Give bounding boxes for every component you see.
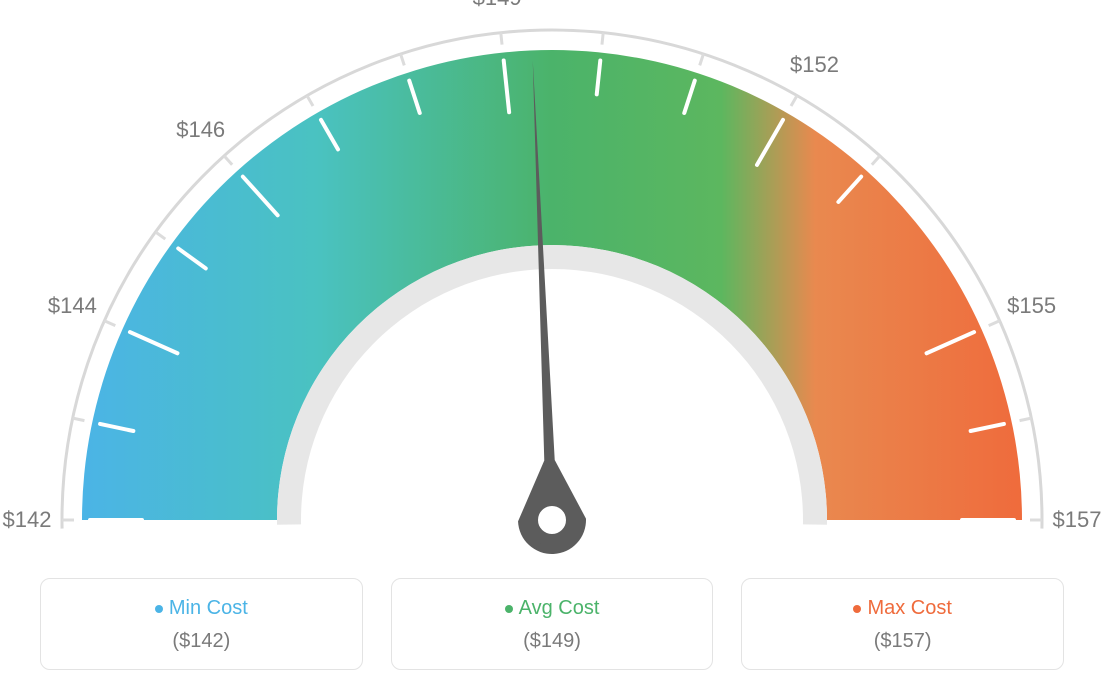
legend-card-avg: Avg Cost ($149)	[391, 578, 714, 670]
legend-dot-min	[155, 605, 163, 613]
gauge-svg	[0, 0, 1104, 560]
gauge-chart: $142 $144 $146 $149 $152 $155 $157	[0, 0, 1104, 560]
gauge-tick-label: $155	[1007, 293, 1056, 319]
legend-title-max-text: Max Cost	[867, 597, 951, 619]
gauge-tick-label: $157	[1053, 507, 1102, 533]
legend-card-min: Min Cost ($142)	[40, 578, 363, 670]
gauge-tick-label: $146	[176, 117, 225, 143]
legend-title-min-text: Min Cost	[169, 597, 248, 619]
legend-dot-avg	[505, 605, 513, 613]
legend-dot-max	[853, 605, 861, 613]
gauge-tick-label: $149	[473, 0, 522, 11]
legend-value-avg: ($149)	[402, 630, 703, 653]
gauge-tick-label: $144	[48, 293, 97, 319]
legend-title-max: Max Cost	[752, 597, 1053, 620]
legend-card-max: Max Cost ($157)	[741, 578, 1064, 670]
legend-value-max: ($157)	[752, 630, 1053, 653]
legend-title-min: Min Cost	[51, 597, 352, 620]
legend-title-avg: Avg Cost	[402, 597, 703, 620]
gauge-tick-label: $152	[790, 52, 839, 78]
gauge-tick-label: $142	[3, 507, 52, 533]
legend-row: Min Cost ($142) Avg Cost ($149) Max Cost…	[40, 578, 1064, 670]
legend-value-min: ($142)	[51, 630, 352, 653]
legend-title-avg-text: Avg Cost	[519, 597, 600, 619]
